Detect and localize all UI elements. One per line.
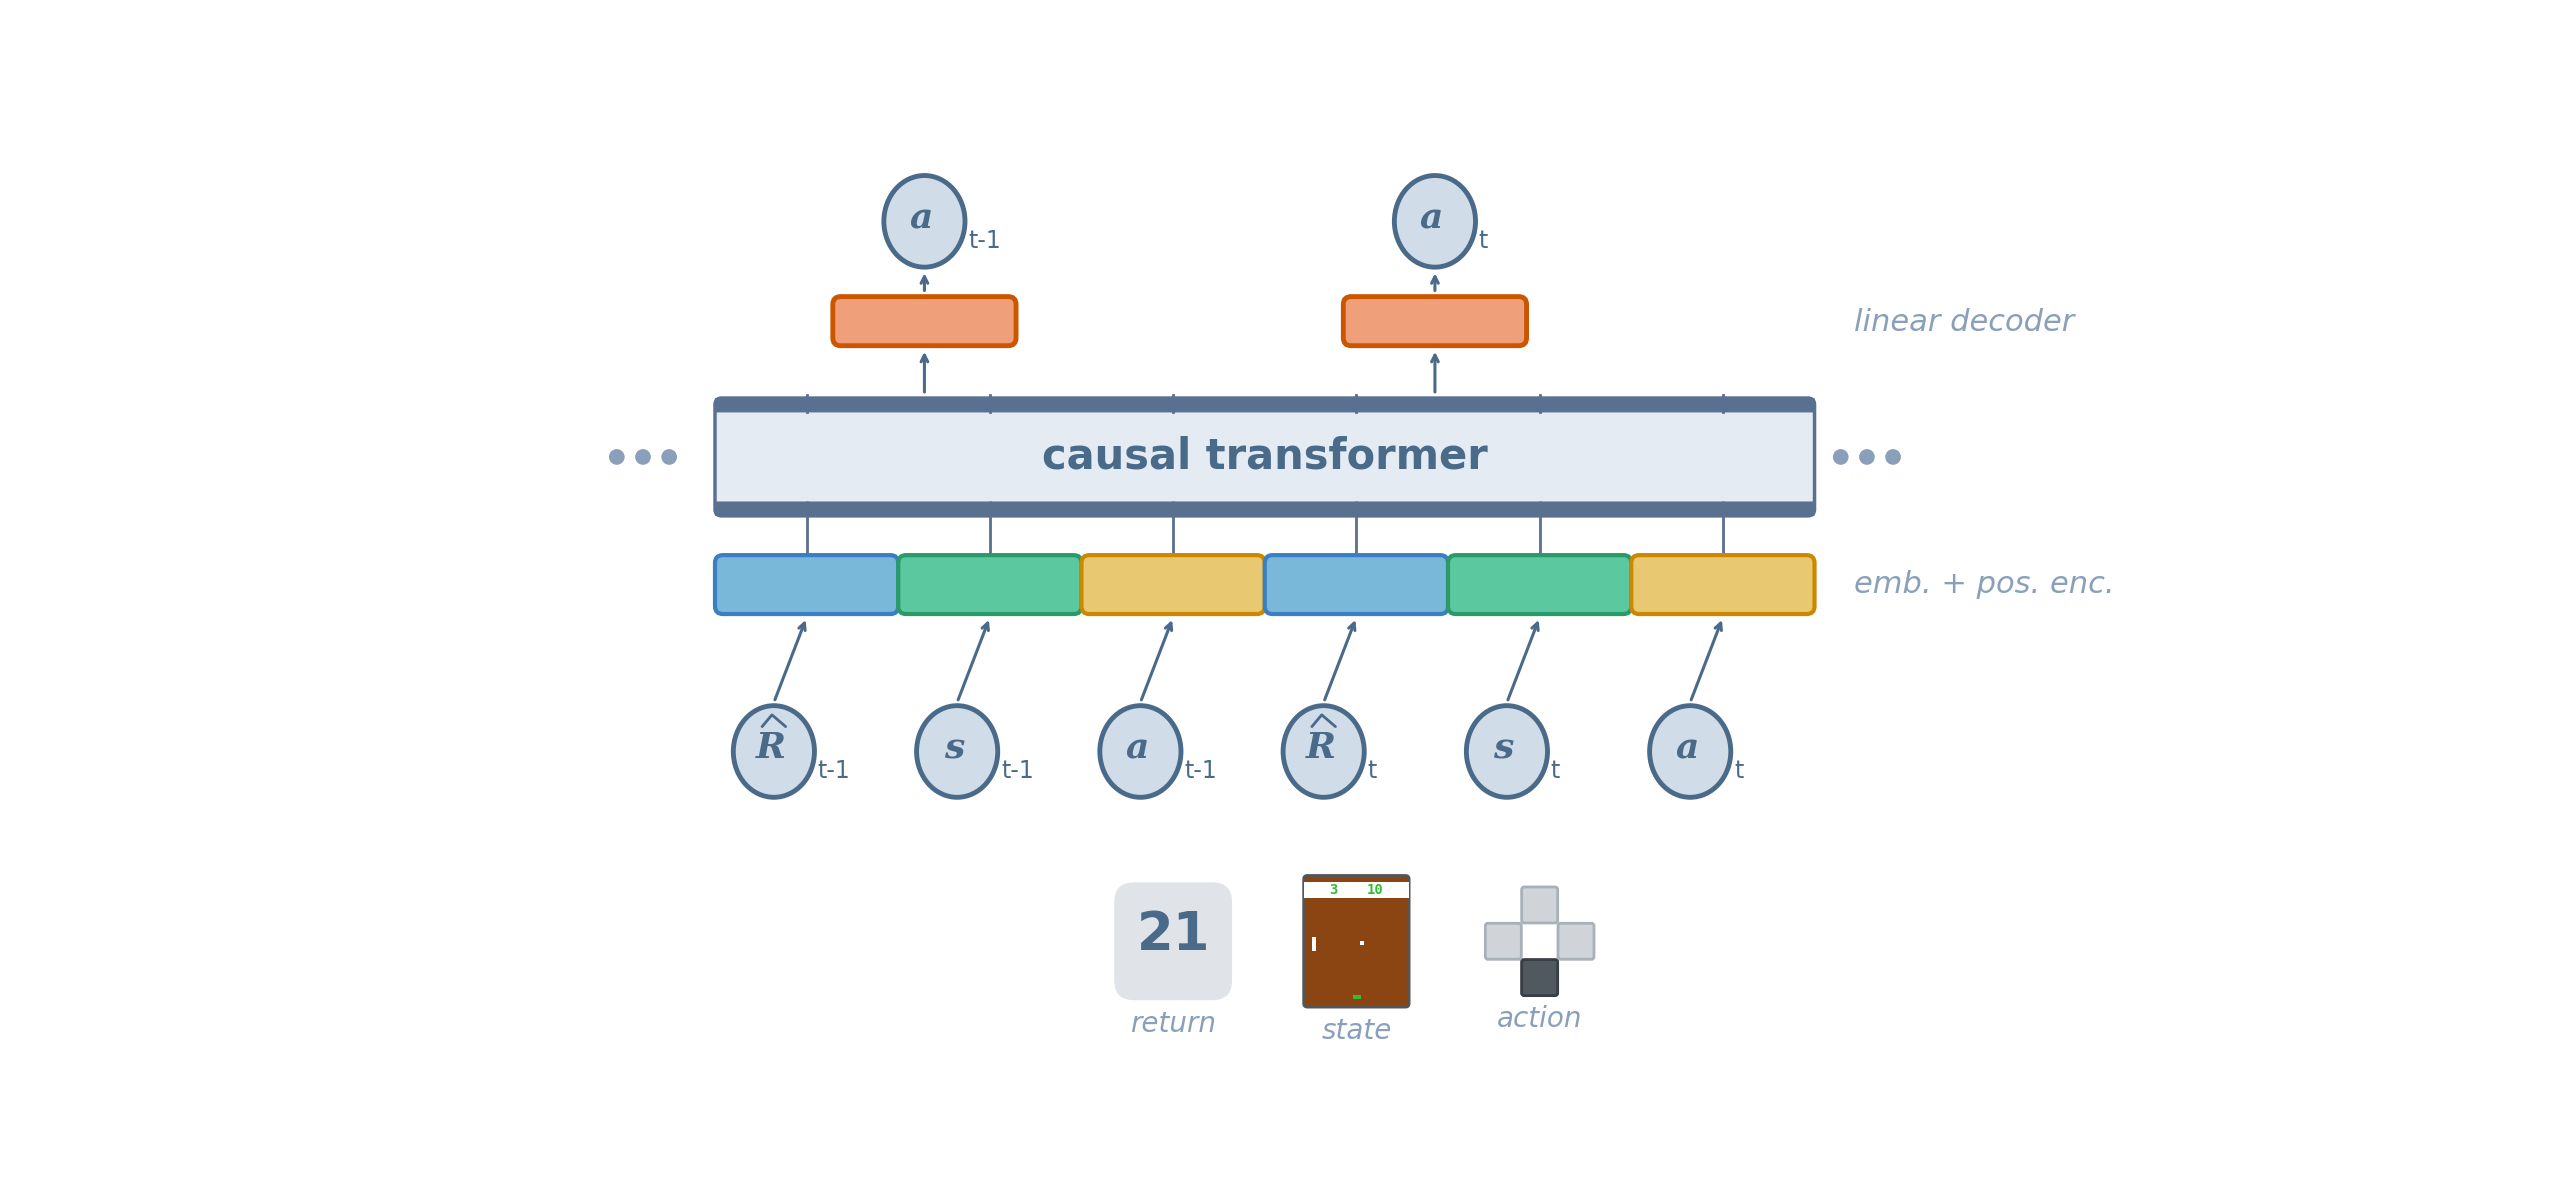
Text: t: t bbox=[1367, 759, 1378, 783]
Text: 10: 10 bbox=[1367, 883, 1383, 897]
Bar bbox=[1360, 940, 1365, 945]
Ellipse shape bbox=[732, 706, 815, 797]
FancyBboxPatch shape bbox=[714, 397, 1814, 516]
Text: t-1: t-1 bbox=[1185, 759, 1218, 783]
FancyBboxPatch shape bbox=[833, 296, 1015, 345]
Ellipse shape bbox=[1650, 706, 1730, 797]
Circle shape bbox=[609, 449, 625, 465]
FancyBboxPatch shape bbox=[1632, 555, 1814, 614]
Ellipse shape bbox=[1467, 706, 1547, 797]
FancyBboxPatch shape bbox=[714, 555, 899, 614]
Text: causal transformer: causal transformer bbox=[1041, 436, 1488, 478]
Text: t: t bbox=[1550, 759, 1560, 783]
Bar bbox=[1303, 883, 1408, 898]
Text: t-1: t-1 bbox=[817, 759, 851, 783]
Text: action: action bbox=[1496, 1006, 1583, 1033]
Text: a: a bbox=[1421, 201, 1444, 236]
Ellipse shape bbox=[1282, 706, 1365, 797]
Ellipse shape bbox=[917, 706, 997, 797]
Text: 21: 21 bbox=[1136, 909, 1210, 960]
Text: a: a bbox=[910, 201, 933, 236]
Ellipse shape bbox=[884, 175, 964, 267]
Text: R: R bbox=[1306, 731, 1336, 765]
FancyBboxPatch shape bbox=[1521, 887, 1557, 923]
Text: 3: 3 bbox=[1329, 883, 1336, 897]
FancyBboxPatch shape bbox=[1082, 555, 1264, 614]
FancyBboxPatch shape bbox=[1303, 876, 1408, 1007]
Ellipse shape bbox=[1396, 175, 1475, 267]
Circle shape bbox=[660, 449, 676, 465]
FancyBboxPatch shape bbox=[714, 397, 1814, 413]
Text: return: return bbox=[1131, 1010, 1216, 1038]
Text: s: s bbox=[1493, 731, 1514, 765]
Text: linear decoder: linear decoder bbox=[1853, 308, 2074, 337]
FancyBboxPatch shape bbox=[1557, 923, 1593, 959]
Bar bbox=[1354, 995, 1362, 998]
Circle shape bbox=[1832, 449, 1848, 465]
Text: t-1: t-1 bbox=[1000, 759, 1033, 783]
FancyBboxPatch shape bbox=[1521, 959, 1557, 996]
FancyBboxPatch shape bbox=[1115, 883, 1231, 1000]
FancyBboxPatch shape bbox=[1344, 296, 1527, 345]
FancyBboxPatch shape bbox=[1264, 555, 1447, 614]
Text: t: t bbox=[1735, 759, 1742, 783]
Text: s: s bbox=[943, 731, 964, 765]
Text: a: a bbox=[1126, 731, 1149, 765]
FancyBboxPatch shape bbox=[714, 501, 1814, 516]
Text: state: state bbox=[1321, 1016, 1390, 1045]
FancyBboxPatch shape bbox=[1485, 923, 1521, 959]
Text: R: R bbox=[756, 731, 786, 765]
FancyBboxPatch shape bbox=[1447, 555, 1632, 614]
Text: t: t bbox=[1478, 228, 1488, 253]
Text: emb. + pos. enc.: emb. + pos. enc. bbox=[1853, 570, 2115, 599]
Circle shape bbox=[635, 449, 650, 465]
Circle shape bbox=[1886, 449, 1902, 465]
Text: t-1: t-1 bbox=[969, 228, 1002, 253]
Text: a: a bbox=[1676, 731, 1699, 765]
FancyBboxPatch shape bbox=[899, 555, 1082, 614]
Bar bbox=[1311, 937, 1316, 951]
FancyBboxPatch shape bbox=[1521, 959, 1557, 996]
Ellipse shape bbox=[1100, 706, 1182, 797]
Circle shape bbox=[1858, 449, 1874, 465]
